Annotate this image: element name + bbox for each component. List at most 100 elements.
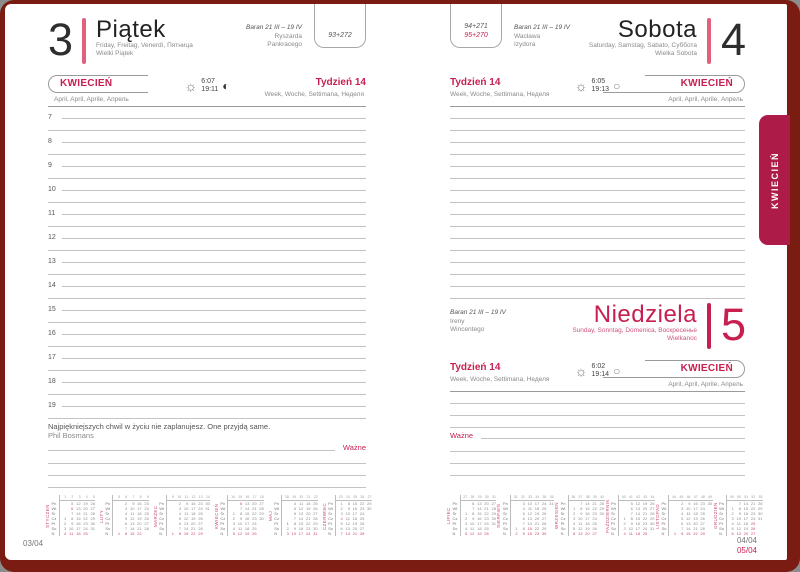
- calendar-day: 28: [90, 511, 95, 516]
- week-number: 2: [66, 495, 74, 501]
- hour-line: 9: [48, 155, 366, 169]
- day-translations: Friday, Freitag, Venerdì, Пятница: [96, 42, 193, 49]
- calendar-day: 27: [144, 521, 149, 526]
- calendar-day: 14: [244, 506, 250, 511]
- calendar-day: 4: [63, 531, 67, 536]
- weekday-label: N: [104, 531, 114, 536]
- calendar-day: 11: [184, 511, 189, 516]
- important-rule: [481, 438, 745, 439]
- calendar-day: 17: [137, 506, 142, 511]
- calendar-day: 4: [522, 506, 525, 511]
- calendar-day: 13: [736, 531, 741, 536]
- week-number: 35: [539, 495, 547, 501]
- calendar-day: 2: [125, 501, 128, 506]
- calendar-day: 20: [642, 506, 648, 511]
- calendar-day: 14: [527, 521, 532, 526]
- hour-label: 13: [48, 258, 56, 265]
- calendar-day: 16: [693, 501, 698, 506]
- hour-line: 8: [48, 131, 366, 145]
- ruled-line: [48, 167, 366, 179]
- mini-calendar: PAŹDZIERNIK 40 41 42 43 44 Pn 5 12 19 26 Wt 6 13 20 27 Ś…: [605, 495, 655, 536]
- calendar-day: 23: [144, 501, 149, 506]
- calendar-day: 28: [758, 501, 763, 506]
- week-number: 4: [81, 495, 89, 501]
- calendar-day: 8: [681, 531, 684, 536]
- ruled-line: [48, 452, 366, 464]
- calendar-day: 26: [313, 506, 318, 511]
- hour-label: 19: [48, 402, 56, 409]
- ruled-line: [48, 464, 366, 476]
- calendar-day: 18: [76, 531, 81, 536]
- calendar-day: 16: [527, 531, 532, 536]
- zodiac-label: Baran 21 III – 19 IV: [514, 24, 571, 31]
- calendar-day: 26: [252, 531, 257, 536]
- day-accent-bar: [706, 303, 711, 349]
- mini-calendar-month-label: PAŹDZIERNIK: [604, 498, 610, 533]
- calendar-day: 25: [83, 531, 88, 536]
- hour-label: 15: [48, 306, 56, 313]
- calendar-day: 30: [541, 531, 547, 536]
- zodiac-label: Baran 21 III – 19 IV: [245, 24, 302, 31]
- ruled-line: [450, 203, 745, 215]
- weekday-label: So: [718, 526, 728, 531]
- calendar-day: 9: [580, 511, 583, 516]
- week-number: 14: [203, 495, 211, 501]
- calendar-day: 6: [681, 521, 684, 526]
- calendar-day: 11: [686, 511, 691, 516]
- week-number: 8: [134, 495, 143, 501]
- calendar-day: 10: [68, 526, 74, 531]
- week-number: 18: [281, 495, 290, 501]
- calendar-day: 29: [259, 511, 264, 516]
- month-label-tab: KWIECIEŃ: [603, 360, 745, 378]
- header-separator: [48, 106, 366, 107]
- calendar-day: 9: [738, 511, 741, 516]
- weekday-label: Cz: [51, 516, 60, 521]
- calendar-day: 21: [693, 526, 698, 531]
- day-number: 5: [720, 299, 746, 350]
- calendar-day: 3: [340, 511, 343, 516]
- week-number: 42: [633, 495, 641, 501]
- week-number: 40: [597, 495, 605, 501]
- week-number: 36: [568, 495, 576, 501]
- day-of-year-badge: 93+272: [314, 4, 366, 48]
- week-number: 38: [582, 495, 591, 501]
- calendar-day: 6: [522, 516, 525, 521]
- calendar-day: 16: [137, 501, 142, 506]
- calendar-day: 15: [477, 511, 482, 516]
- hour-line: 15: [48, 299, 366, 313]
- calendar-day: 17: [635, 526, 641, 531]
- calendar-day: [648, 531, 655, 536]
- calendar-day: 23: [534, 531, 540, 536]
- month-side-tab[interactable]: KWIECIEŃ: [759, 115, 790, 245]
- weekday-label: Pn: [219, 500, 229, 506]
- calendar-day: 3: [731, 516, 734, 521]
- calendar-day: 27: [313, 511, 318, 516]
- calendar-day: 29: [758, 506, 763, 511]
- mini-calendar: MAJ 18 19 20 21 22 Pn 4 11 18 25 Wt 5 12 19 26 Śr 6 13 20 27…: [268, 495, 319, 536]
- sunday-note-lines: [450, 392, 745, 428]
- calendar-day: 13: [635, 506, 641, 511]
- calendar-day: 15: [298, 521, 304, 526]
- weekday-label: Pn: [660, 500, 670, 506]
- calendar-day: [597, 531, 604, 536]
- calendar-day: 18: [352, 516, 358, 521]
- ruled-line: [48, 335, 366, 347]
- sunrise-time: 6:02: [591, 363, 606, 370]
- month-translations: April, April, Aprile, Апрель: [54, 96, 129, 103]
- calendar-day: 29: [700, 531, 705, 536]
- week-number: 22: [310, 495, 319, 501]
- mini-calendar-grid: 9 10 11 12 13 14 Pn 2 9 16 23 30 Wt 3 10 17 24 31 Śr 4 11 18 2…: [158, 495, 211, 536]
- month-label-tab: KWIECIEŃ: [603, 75, 745, 93]
- week-number: 45: [676, 495, 684, 501]
- calendar-day: 14: [345, 531, 350, 536]
- calendar-day: 24: [700, 506, 705, 511]
- calendar-day: 29: [541, 526, 547, 531]
- month-week-row: Tydzień 14 Week, Woche, Settimana, Недел…: [450, 360, 745, 388]
- ruled-line: [48, 143, 366, 155]
- calendar-day: 4: [731, 521, 734, 526]
- ruled-line: [450, 119, 745, 131]
- week-number: 9: [142, 495, 150, 501]
- hour-line: 10: [48, 179, 366, 193]
- month-block: KWIECIEŃ April, April, Aprile, Апрель: [603, 75, 745, 103]
- weekday-label: So: [158, 526, 168, 531]
